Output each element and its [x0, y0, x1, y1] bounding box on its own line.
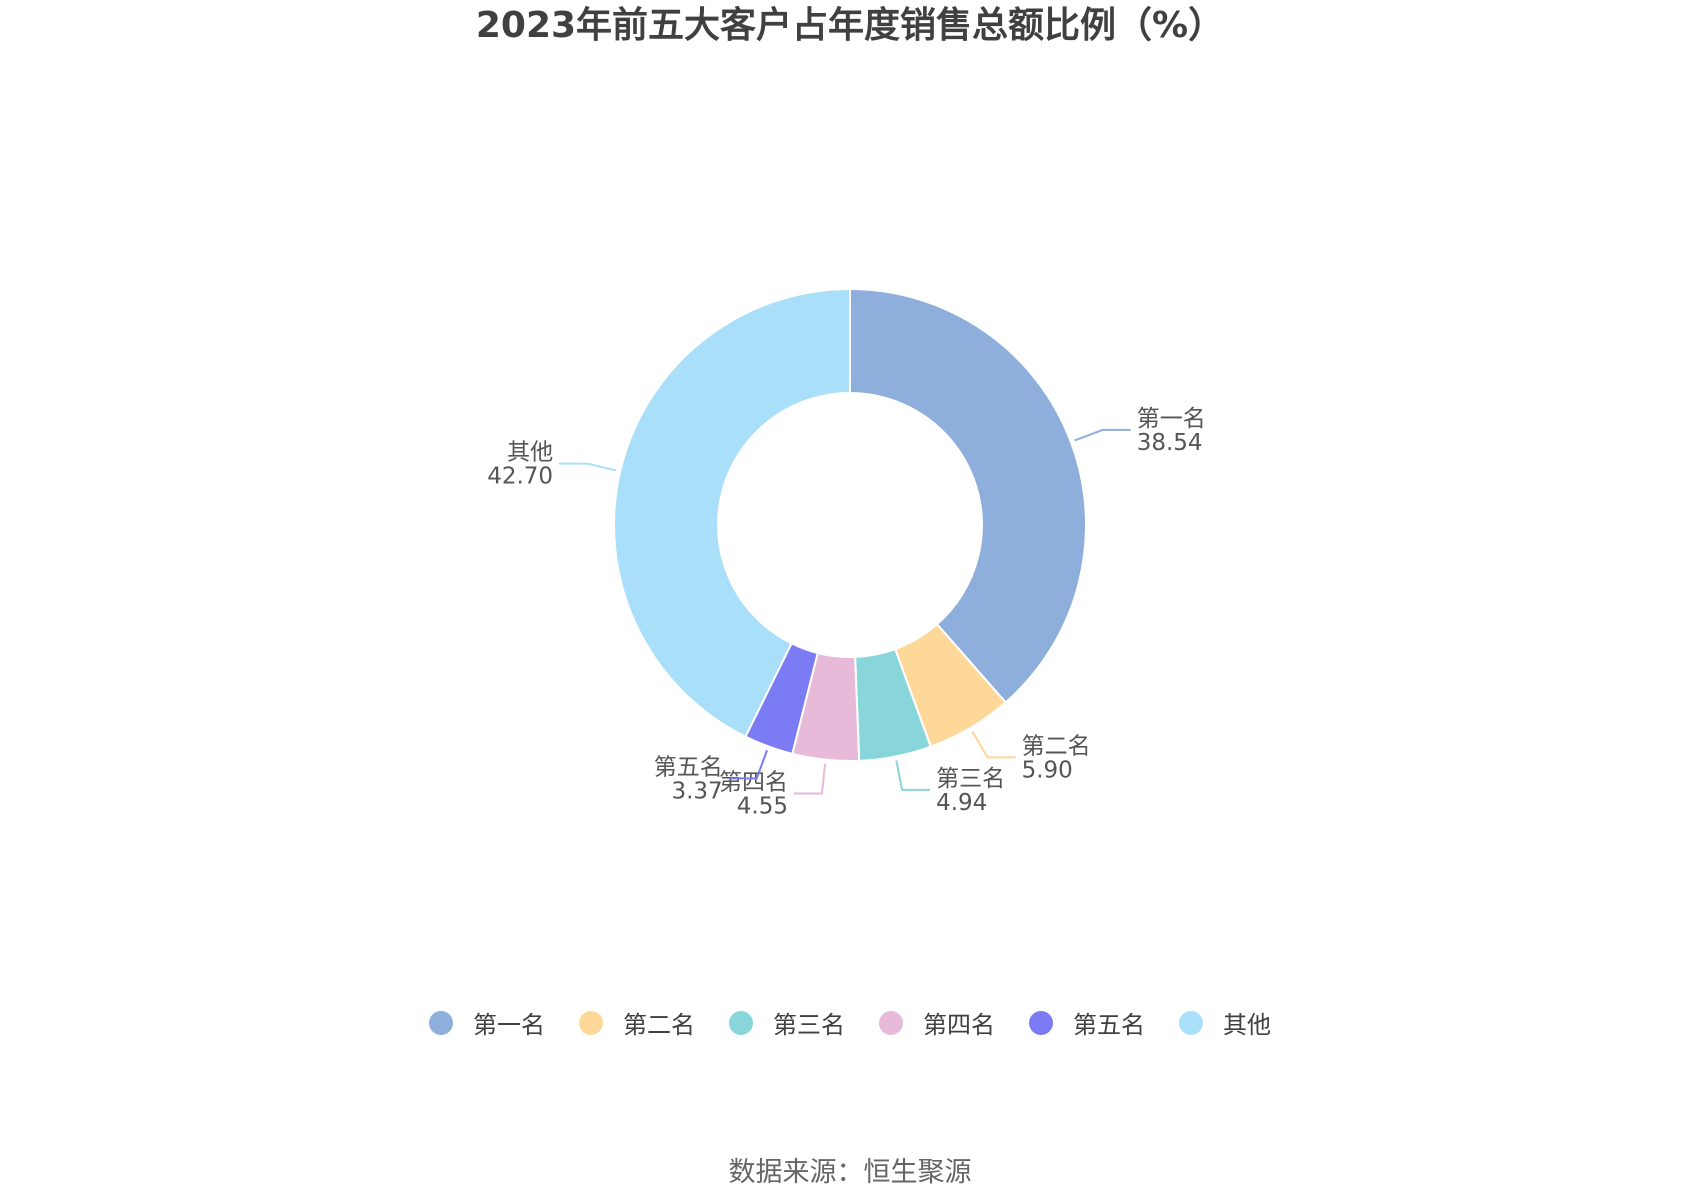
legend-label: 第一名 — [473, 1011, 545, 1039]
slices-layer — [613, 287, 1087, 762]
slice-1[interactable] — [849, 287, 1087, 704]
legend-marker-icon — [429, 1010, 453, 1035]
legend-item-6[interactable]: 其他 — [1179, 1005, 1271, 1040]
slice-label-name-6: 其他 — [507, 440, 553, 466]
leader-line-4 — [793, 763, 827, 795]
legend-marker-icon — [1179, 1010, 1203, 1035]
legend-item-2[interactable]: 第二名 — [579, 1005, 695, 1040]
slice-label-value-1: 38.54 — [1137, 430, 1203, 456]
chart-title: 2023年前五大客户占年度销售总额比例（%） — [475, 5, 1225, 46]
legend-marker-icon — [1029, 1010, 1053, 1035]
legend-label: 其他 — [1223, 1011, 1271, 1039]
legend-item-1[interactable]: 第一名 — [429, 1005, 545, 1040]
legend-marker-icon — [879, 1010, 903, 1035]
legend-item-4[interactable]: 第四名 — [879, 1005, 995, 1040]
legend-label: 第五名 — [1073, 1011, 1145, 1039]
leader-line-6 — [559, 462, 617, 472]
leader-line-1 — [1074, 428, 1131, 442]
slice-label-value-2: 5.90 — [1022, 757, 1073, 783]
slice-label-value-5: 3.37 — [671, 778, 722, 804]
leader-line-3 — [895, 760, 931, 791]
slice-6[interactable] — [613, 287, 851, 738]
slice-label-value-3: 4.94 — [936, 790, 987, 816]
leader-line-2 — [971, 730, 1016, 759]
slice-label-value-6: 42.70 — [487, 464, 553, 490]
slice-label-name-4: 第四名 — [719, 770, 788, 796]
slice-label-name-1: 第一名 — [1137, 406, 1206, 432]
legend-label: 第二名 — [623, 1011, 695, 1039]
leader-line-5 — [728, 749, 769, 780]
slice-label-name-5: 第五名 — [654, 754, 723, 780]
slice-label-value-4: 4.55 — [737, 794, 788, 820]
source-note: 数据来源：恒生聚源 — [728, 1157, 972, 1188]
legend: 第一名 第二名 第三名 第四名 第五名 其他 — [0, 1005, 1700, 1040]
slice-label-name-2: 第二名 — [1022, 733, 1091, 759]
legend-item-3[interactable]: 第三名 — [729, 1005, 845, 1040]
legend-label: 第三名 — [773, 1011, 845, 1039]
legend-marker-icon — [729, 1010, 753, 1035]
legend-marker-icon — [579, 1010, 603, 1035]
legend-item-5[interactable]: 第五名 — [1029, 1005, 1145, 1040]
legend-label: 第四名 — [923, 1011, 995, 1039]
slice-label-name-3: 第三名 — [936, 766, 1005, 792]
